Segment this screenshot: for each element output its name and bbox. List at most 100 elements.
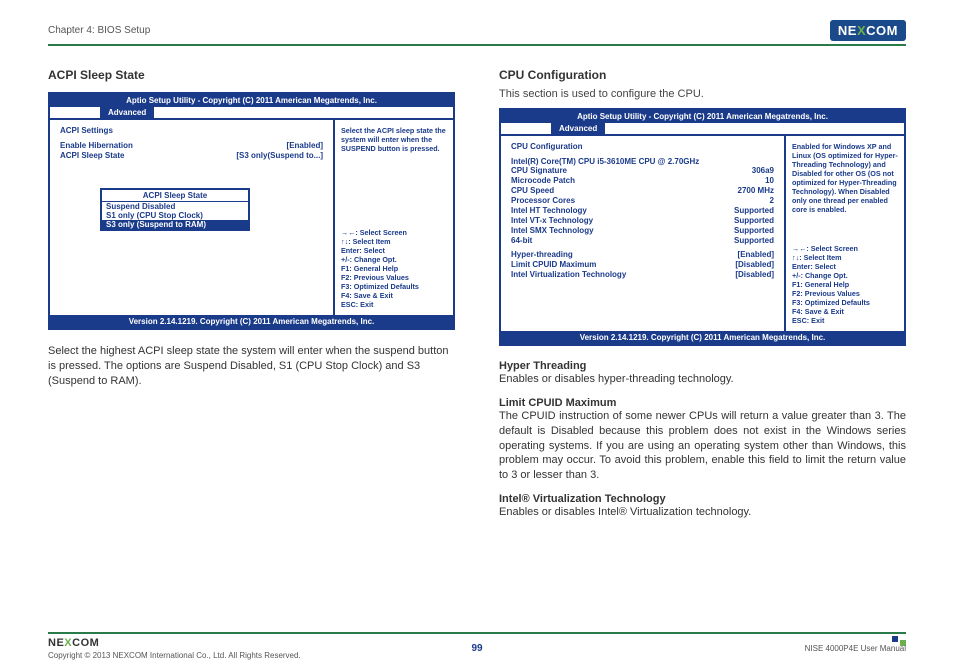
row-label: Processor Cores xyxy=(511,196,575,205)
bios-row[interactable]: ACPI Sleep State [S3 only(Suspend to...] xyxy=(60,151,323,160)
row-label: Hyper-threading xyxy=(511,250,573,259)
bios-right-panel: Select the ACPI sleep state the system w… xyxy=(333,120,453,315)
bios-row: Microcode Patch 10 xyxy=(511,176,774,185)
bios-row: Intel HT Technology Supported xyxy=(511,206,774,215)
bios-row: Intel SMX Technology Supported xyxy=(511,226,774,235)
help-key: →←: Select Screen xyxy=(341,228,447,237)
hyper-threading-text: Enables or disables hyper-threading tech… xyxy=(499,372,906,387)
help-key: F4: Save & Exit xyxy=(792,307,898,316)
limit-cpuid-text: The CPUID instruction of some newer CPUs… xyxy=(499,409,906,483)
help-key: F1: General Help xyxy=(792,280,898,289)
limit-cpuid-head: Limit CPUID Maximum xyxy=(499,397,906,409)
row-value: [Enabled] xyxy=(738,250,774,259)
intel-vt-head: Intel® Virtualization Technology xyxy=(499,493,906,505)
bios-row[interactable]: Limit CPUID Maximum [Disabled] xyxy=(511,260,774,269)
row-value: 10 xyxy=(765,176,774,185)
row-label: Intel VT-x Technology xyxy=(511,216,593,225)
bios-title: Aptio Setup Utility - Copyright (C) 2011… xyxy=(50,94,453,107)
row-label: Intel Virtualization Technology xyxy=(511,270,626,279)
row-label: Microcode Patch xyxy=(511,176,575,185)
row-value: [Disabled] xyxy=(735,260,774,269)
row-label: CPU Signature xyxy=(511,166,567,175)
row-label: Enable Hibernation xyxy=(60,141,133,150)
row-label: ACPI Sleep State xyxy=(60,151,124,160)
bios-row: 64-bit Supported xyxy=(511,236,774,245)
row-label: Limit CPUID Maximum xyxy=(511,260,596,269)
chapter-label: Chapter 4: BIOS Setup xyxy=(48,25,150,36)
row-label: 64-bit xyxy=(511,236,532,245)
hyper-threading-head: Hyper Threading xyxy=(499,360,906,372)
row-value: 2700 MHz xyxy=(738,186,774,195)
bios-tab-advanced[interactable]: Advanced xyxy=(551,123,605,134)
popup-item[interactable]: S1 only (CPU Stop Clock) xyxy=(102,211,248,220)
bios-tab-advanced[interactable]: Advanced xyxy=(100,107,154,118)
help-key: Enter: Select xyxy=(341,246,447,255)
row-value: Supported xyxy=(734,216,774,225)
cpu-title: CPU Configuration xyxy=(499,68,906,82)
row-label: Intel SMX Technology xyxy=(511,226,594,235)
bios-help-keys: →←: Select Screen ↑↓: Select Item Enter:… xyxy=(792,244,898,325)
acpi-description: Select the highest ACPI sleep state the … xyxy=(48,344,455,389)
bios-title: Aptio Setup Utility - Copyright (C) 2011… xyxy=(501,110,904,123)
row-value: Supported xyxy=(734,226,774,235)
bios-left-panel: ACPI Settings Enable Hibernation [Enable… xyxy=(50,120,333,315)
row-value: 2 xyxy=(770,196,774,205)
bios-row[interactable]: Intel Virtualization Technology [Disabled… xyxy=(511,270,774,279)
help-key: ↑↓: Select Item xyxy=(792,253,898,262)
brand-logo: NEXCOM xyxy=(830,20,906,41)
manual-name: NISE 4000P4E User Manual xyxy=(805,644,906,653)
help-key: Enter: Select xyxy=(792,262,898,271)
acpi-popup[interactable]: ACPI Sleep State Suspend Disabled S1 onl… xyxy=(100,188,250,231)
help-key: F3: Optimized Defaults xyxy=(341,282,447,291)
left-column: ACPI Sleep State Aptio Setup Utility - C… xyxy=(48,68,455,530)
popup-item[interactable]: Suspend Disabled xyxy=(102,202,248,211)
help-key: +/-: Change Opt. xyxy=(792,271,898,280)
help-key: ESC: Exit xyxy=(341,300,447,309)
cpu-line: Intel(R) Core(TM) CPU i5-3610ME CPU @ 2.… xyxy=(511,157,774,166)
intel-vt-text: Enables or disables Intel® Virtualizatio… xyxy=(499,505,906,520)
row-value: [S3 only(Suspend to...] xyxy=(236,151,323,160)
page-footer: NEXCOM Copyright © 2013 NEXCOM Internati… xyxy=(48,632,906,660)
bios-help-top: Enabled for Windows XP and Linux (OS opt… xyxy=(792,142,898,214)
help-key: →←: Select Screen xyxy=(792,244,898,253)
bios-row[interactable]: Hyper-threading [Enabled] xyxy=(511,250,774,259)
bios-row: CPU Signature 306a9 xyxy=(511,166,774,175)
row-value: [Disabled] xyxy=(735,270,774,279)
help-key: F2: Previous Values xyxy=(341,273,447,282)
cpu-heading: CPU Configuration xyxy=(511,142,774,151)
help-key: F1: General Help xyxy=(341,264,447,273)
row-label: Intel HT Technology xyxy=(511,206,587,215)
page-number: 99 xyxy=(471,643,482,654)
cpu-intro: This section is used to configure the CP… xyxy=(499,88,906,100)
row-label: CPU Speed xyxy=(511,186,554,195)
bios-row: Processor Cores 2 xyxy=(511,196,774,205)
acpi-heading: ACPI Settings xyxy=(60,126,323,135)
help-key: F4: Save & Exit xyxy=(341,291,447,300)
bios-row[interactable]: Enable Hibernation [Enabled] xyxy=(60,141,323,150)
footer-logo: NEXCOM xyxy=(48,637,301,649)
acpi-title: ACPI Sleep State xyxy=(48,68,455,82)
bios-footer: Version 2.14.1219. Copyright (C) 2011 Am… xyxy=(50,315,453,328)
bios-right-panel: Enabled for Windows XP and Linux (OS opt… xyxy=(784,136,904,331)
right-column: CPU Configuration This section is used t… xyxy=(499,68,906,530)
page-header: Chapter 4: BIOS Setup NEXCOM xyxy=(48,20,906,46)
bios-tabbar: Advanced xyxy=(50,107,453,120)
row-value: Supported xyxy=(734,206,774,215)
help-key: F2: Previous Values xyxy=(792,289,898,298)
help-key: F3: Optimized Defaults xyxy=(792,298,898,307)
bios-tabbar: Advanced xyxy=(501,123,904,136)
cpu-bios-box: Aptio Setup Utility - Copyright (C) 2011… xyxy=(499,108,906,346)
row-value: 306a9 xyxy=(752,166,774,175)
bios-footer: Version 2.14.1219. Copyright (C) 2011 Am… xyxy=(501,331,904,344)
bios-left-panel: CPU Configuration Intel(R) Core(TM) CPU … xyxy=(501,136,784,331)
bios-help-top: Select the ACPI sleep state the system w… xyxy=(341,126,447,153)
bios-row: CPU Speed 2700 MHz xyxy=(511,186,774,195)
help-key: ESC: Exit xyxy=(792,316,898,325)
help-key: ↑↓: Select Item xyxy=(341,237,447,246)
popup-item-selected[interactable]: S3 only (Suspend to RAM) xyxy=(102,220,248,229)
help-key: +/-: Change Opt. xyxy=(341,255,447,264)
row-value: [Enabled] xyxy=(287,141,323,150)
row-value: Supported xyxy=(734,236,774,245)
popup-title: ACPI Sleep State xyxy=(102,190,248,202)
bios-help-keys: →←: Select Screen ↑↓: Select Item Enter:… xyxy=(341,228,447,309)
